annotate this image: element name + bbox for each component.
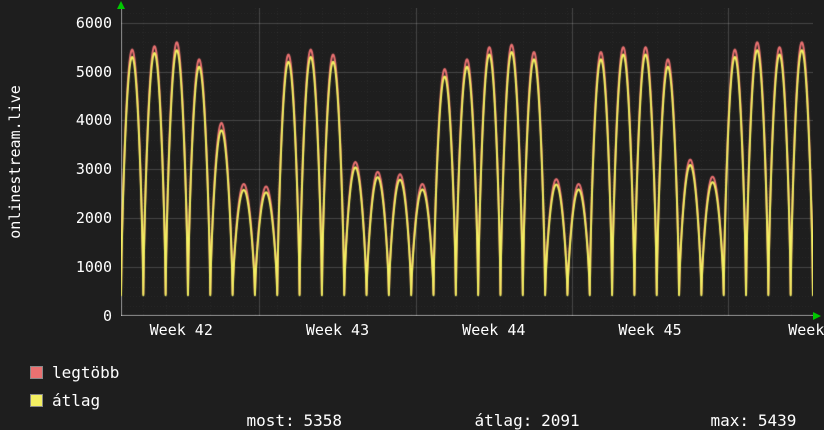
x-tick-label: Week 43 — [305, 321, 370, 339]
stat-max-value: 5439 — [757, 411, 797, 430]
stat-atlag-label: átlag: — [474, 411, 533, 430]
y-tick-label: 6000 — [75, 13, 112, 32]
chart-canvas — [121, 8, 813, 316]
legend-swatch-legtobb — [30, 366, 43, 379]
stat-most: most: 5358 — [208, 391, 343, 430]
legend-label-atlag: átlag — [52, 391, 101, 410]
y-tick-label: 1000 — [75, 258, 112, 277]
stat-most-label: most: — [246, 411, 295, 430]
stat-max-label: max: — [710, 411, 750, 430]
x-tick-label: Week 42 — [149, 321, 213, 339]
stat-atlag-value: 2091 — [541, 411, 580, 430]
y-tick-label: 0 — [102, 307, 112, 325]
x-tick-label: Week — [788, 321, 824, 339]
stat-atlag: átlag: 2091 — [436, 391, 580, 430]
y-tick-label: 2000 — [75, 209, 112, 228]
y-tick-label: 5000 — [75, 62, 112, 81]
stat-most-value: 5358 — [303, 411, 343, 430]
stat-max: max: 5439 — [672, 391, 797, 430]
legend-swatch-atlag — [30, 394, 43, 407]
plot-area — [121, 8, 813, 316]
y-axis-title: onlinestream.live — [6, 85, 24, 239]
y-axis-arrow-icon — [117, 1, 125, 9]
x-axis-arrow-icon — [813, 312, 821, 320]
legend-label-legtobb: legtöbb — [52, 363, 120, 382]
y-tick-label: 4000 — [75, 111, 112, 130]
y-tick-label: 3000 — [75, 160, 112, 179]
x-tick-label: Week 44 — [462, 321, 526, 339]
x-tick-label: Week 45 — [618, 321, 682, 339]
